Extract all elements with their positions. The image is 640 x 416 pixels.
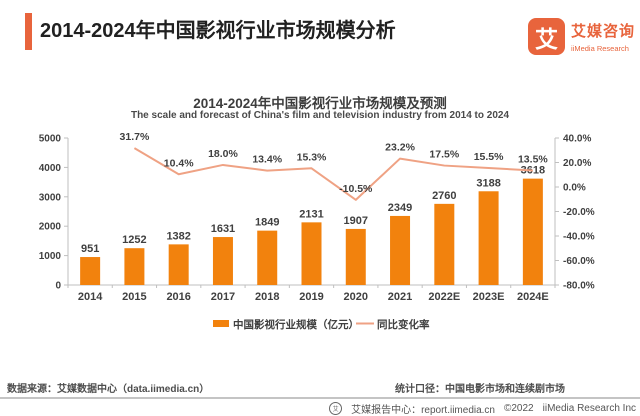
trend-point-label: 18.0% xyxy=(208,148,238,160)
trend-point-label: 15.3% xyxy=(297,151,327,163)
company-name: iiMedia Research Inc xyxy=(542,403,636,414)
left-axis-tick-label: 0 xyxy=(55,281,61,292)
x-axis-category-label: 2023E xyxy=(473,291,505,303)
bar-value-label: 1252 xyxy=(122,234,146,246)
trend-point-label: 10.4% xyxy=(164,157,194,169)
footer-divider xyxy=(0,397,640,399)
bar-2021 xyxy=(390,215,411,285)
bar-value-label: 2131 xyxy=(299,208,323,220)
x-axis-category-label: 2018 xyxy=(255,291,279,303)
x-axis-category-label: 2020 xyxy=(344,291,368,303)
right-axis-tick-label: -40.0% xyxy=(563,232,595,243)
bar-2024E xyxy=(522,178,543,285)
bar-2014 xyxy=(80,257,101,285)
x-axis-category-label: 2016 xyxy=(166,291,190,303)
trend-point-label: -10.5% xyxy=(339,183,373,195)
logo-name-en: iiMedia Research xyxy=(571,44,629,53)
trend-point-label: 31.7% xyxy=(120,131,150,143)
x-axis-category-label: 2014 xyxy=(78,291,103,303)
bar-2020 xyxy=(345,228,366,285)
trend-line xyxy=(133,147,533,201)
bar-2018 xyxy=(257,230,278,285)
bar-value-label: 2760 xyxy=(432,190,456,202)
bar-value-label: 951 xyxy=(81,243,99,255)
bar-value-label: 1382 xyxy=(166,230,190,242)
bar-2019 xyxy=(301,222,322,285)
x-axis-category-label: 2021 xyxy=(388,291,412,303)
iimedia-logo-icon: 艾 xyxy=(528,18,565,55)
bar-2017 xyxy=(212,237,233,285)
left-axis-tick-label: 3000 xyxy=(39,192,62,203)
bar-value-label: 1849 xyxy=(255,217,279,229)
x-axis-category-label: 2024E xyxy=(517,291,549,303)
x-axis-category-label: 2015 xyxy=(122,291,146,303)
footer-bar: 艾 艾媒报告中心：report.iimedia.cn ©2022 iiMedia… xyxy=(329,401,636,416)
iimedia-mini-logo-icon: 艾 xyxy=(329,402,343,415)
legend-bar-label: 中国影视行业规模（亿元） xyxy=(233,318,359,331)
right-axis-tick-label: -60.0% xyxy=(563,256,595,267)
bar-2015 xyxy=(124,248,145,285)
bar-2022E xyxy=(434,203,455,285)
trend-point-label: 13.5% xyxy=(518,153,548,165)
left-axis-tick-label: 4000 xyxy=(39,163,62,174)
copyright-text: ©2022 xyxy=(504,403,534,414)
bar-2023E xyxy=(478,191,499,285)
legend-line-label: 同比变化率 xyxy=(377,318,430,331)
bar-value-label: 1907 xyxy=(344,215,368,227)
iimedia-logo: 艾 艾媒咨询 iiMedia Research xyxy=(528,18,635,55)
trend-point-label: 17.5% xyxy=(429,149,459,161)
right-axis-tick-label: -80.0% xyxy=(563,281,595,292)
x-axis-category-label: 2017 xyxy=(211,291,235,303)
title-accent-bar xyxy=(25,13,32,50)
bar-value-label: 3618 xyxy=(521,165,545,177)
left-axis-tick-label: 1000 xyxy=(39,251,62,262)
data-source-note: 数据来源：艾媒数据中心（data.iimedia.cn） xyxy=(7,384,210,395)
trend-point-label: 23.2% xyxy=(385,142,415,154)
iimedia-logo-text: 艾媒咨询 iiMedia Research xyxy=(571,18,635,55)
report-center-link: 艾媒报告中心：report.iimedia.cn xyxy=(351,405,495,416)
right-axis-tick-label: 40.0% xyxy=(563,134,591,145)
chart-title: 2014-2024年中国影视行业市场规模及预测 xyxy=(193,96,447,111)
x-axis-category-label: 2019 xyxy=(299,291,323,303)
chart-subtitle: The scale and forecast of China's film a… xyxy=(130,110,510,121)
combo-chart: 0 1000 2000 3000 4000 5000 40.0% 20.0% 0.0% -20.0… xyxy=(39,131,595,331)
x-axis-category-label: 2022E xyxy=(428,291,460,303)
bar-value-label: 3188 xyxy=(476,177,500,189)
statistic-caliber-note: 统计口径：中国电影市场和连续剧市场 xyxy=(395,384,565,395)
bar-2016 xyxy=(168,244,189,285)
right-axis-tick-label: -20.0% xyxy=(563,207,595,218)
legend-bar-swatch xyxy=(213,320,229,327)
bar-value-label: 1631 xyxy=(211,223,235,235)
right-axis-tick-label: 0.0% xyxy=(563,183,586,194)
page-title: 2014-2024年中国影视行业市场规模分析 xyxy=(40,20,396,42)
left-axis-tick-label: 2000 xyxy=(39,222,62,233)
trend-point-label: 13.4% xyxy=(252,154,282,166)
right-axis-tick-label: 20.0% xyxy=(563,158,591,169)
left-axis-tick-label: 5000 xyxy=(39,134,62,145)
bar-value-label: 2349 xyxy=(388,202,412,214)
logo-name-cn: 艾媒咨询 xyxy=(571,23,636,40)
trend-point-label: 15.5% xyxy=(474,151,504,163)
